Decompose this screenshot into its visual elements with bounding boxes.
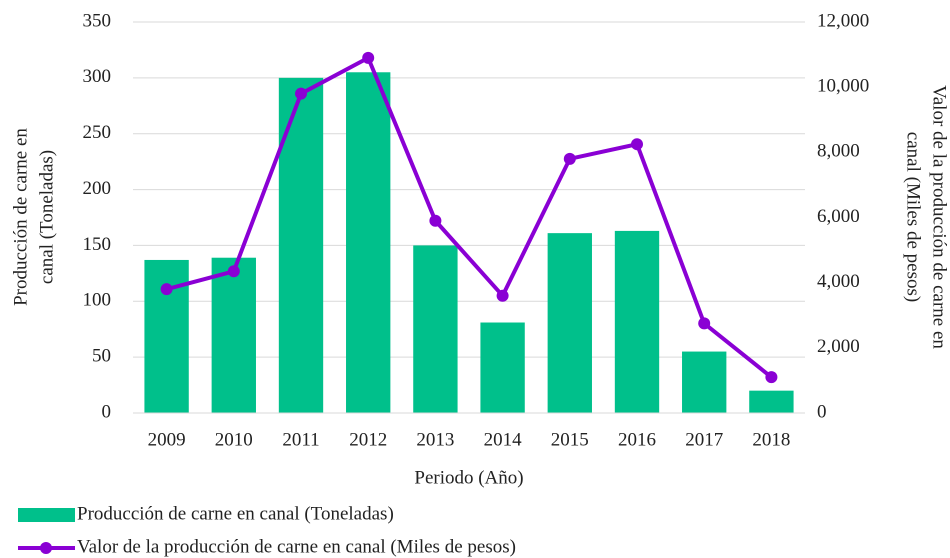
y2-tick-label: 4,000 xyxy=(817,271,860,292)
line xyxy=(166,55,773,379)
y2-tick-label: 0 xyxy=(817,401,827,422)
x-tick-label: 2012 xyxy=(349,429,387,450)
y2-tick-label: 8,000 xyxy=(817,141,860,162)
y-tick-label: 250 xyxy=(83,122,112,143)
line-marker xyxy=(496,289,509,302)
line-marker xyxy=(631,138,643,151)
y-tick-label: 100 xyxy=(83,290,112,311)
bar xyxy=(480,322,525,413)
x-tick-label: 2016 xyxy=(618,429,656,450)
line-marker xyxy=(429,214,442,227)
bar xyxy=(144,259,189,413)
x-tick-label: 2017 xyxy=(685,429,723,450)
x-tick-label: 2014 xyxy=(484,429,523,450)
x-tick-label: 2010 xyxy=(215,429,253,450)
bar xyxy=(682,351,727,413)
y-tick-label: 150 xyxy=(83,234,112,255)
bar xyxy=(547,233,592,413)
x-tick-label: 2018 xyxy=(752,429,790,450)
line-marker xyxy=(362,51,375,64)
line-marker xyxy=(563,152,576,165)
y2-tick-label: 2,000 xyxy=(817,336,860,357)
y2-axis-label-line: Valor de la producción de carne en xyxy=(929,85,950,349)
y-axis-label: Producción de carne en canal (Toneladas) xyxy=(10,128,57,306)
line-marker xyxy=(698,317,711,330)
legend-swatch-marker xyxy=(40,542,52,554)
x-tick-label: 2015 xyxy=(551,429,589,450)
x-tick-label: 2009 xyxy=(148,429,186,450)
y2-tick-label: 12,000 xyxy=(817,10,869,31)
legend-label: Producción de carne en canal (Toneladas) xyxy=(77,503,394,524)
y-axis-label-line: Producción de carne en xyxy=(10,128,31,306)
line-marker xyxy=(765,371,778,384)
bar xyxy=(413,245,458,413)
x-tick-label: 2011 xyxy=(282,429,319,450)
bar xyxy=(278,77,324,413)
line-marker xyxy=(227,265,240,278)
bar xyxy=(346,72,391,414)
y-axis-label-line: canal (Toneladas) xyxy=(36,150,57,284)
x-axis-label: Periodo (Año) xyxy=(414,467,523,488)
line-marker xyxy=(295,87,307,100)
y-tick-label: 0 xyxy=(102,401,112,422)
y2-axis-label: Valor de la producción de carne en canal… xyxy=(903,85,950,349)
legend-label: Valor de la producción de carne en canal… xyxy=(77,536,516,557)
y-tick-label: 50 xyxy=(92,346,111,367)
y-tick-label: 300 xyxy=(83,66,112,87)
y-tick-label: 200 xyxy=(83,178,112,199)
legend-swatch xyxy=(18,508,75,522)
y2-tick-label: 6,000 xyxy=(817,206,860,227)
bar xyxy=(211,257,256,413)
x-tick-label: 2013 xyxy=(416,429,454,450)
line-marker xyxy=(160,283,173,296)
y2-tick-label: 10,000 xyxy=(817,76,869,97)
bar xyxy=(614,230,660,413)
bar xyxy=(749,390,794,413)
y2-axis-label-line: canal (Miles de pesos) xyxy=(903,132,924,302)
y-tick-label: 350 xyxy=(83,10,112,31)
